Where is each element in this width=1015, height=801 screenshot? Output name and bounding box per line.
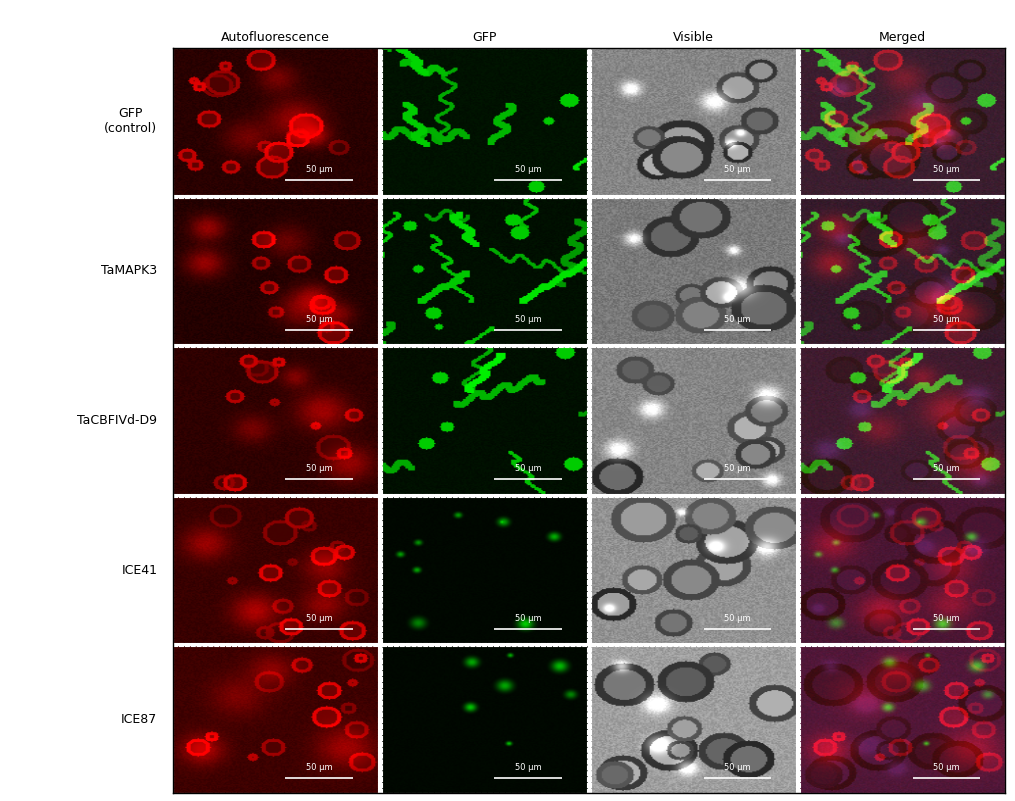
Text: 50 μm: 50 μm <box>306 465 333 473</box>
Text: ICE41: ICE41 <box>122 564 157 577</box>
Text: 50 μm: 50 μm <box>724 614 751 623</box>
Text: 50 μm: 50 μm <box>724 465 751 473</box>
Text: 50 μm: 50 μm <box>724 315 751 324</box>
Text: Visible: Visible <box>673 31 714 44</box>
Text: 50 μm: 50 μm <box>306 614 333 623</box>
Text: 50 μm: 50 μm <box>724 763 751 772</box>
Text: 50 μm: 50 μm <box>933 165 960 174</box>
Text: 50 μm: 50 μm <box>515 763 542 772</box>
Text: ICE87: ICE87 <box>121 713 157 727</box>
Text: 50 μm: 50 μm <box>515 165 542 174</box>
Text: 50 μm: 50 μm <box>724 165 751 174</box>
Text: 50 μm: 50 μm <box>933 315 960 324</box>
Text: 50 μm: 50 μm <box>933 614 960 623</box>
Text: TaCBFIVd-D9: TaCBFIVd-D9 <box>77 414 157 427</box>
Text: 50 μm: 50 μm <box>515 614 542 623</box>
Text: GFP
(control): GFP (control) <box>105 107 157 135</box>
Text: 50 μm: 50 μm <box>515 465 542 473</box>
Text: 50 μm: 50 μm <box>933 763 960 772</box>
Text: 50 μm: 50 μm <box>515 315 542 324</box>
Text: 50 μm: 50 μm <box>306 315 333 324</box>
Text: 50 μm: 50 μm <box>306 763 333 772</box>
Text: 50 μm: 50 μm <box>306 165 333 174</box>
Text: TaMAPK3: TaMAPK3 <box>102 264 157 277</box>
Text: 50 μm: 50 μm <box>933 465 960 473</box>
Text: Merged: Merged <box>879 31 926 44</box>
Text: Autofluorescence: Autofluorescence <box>220 31 330 44</box>
Text: GFP: GFP <box>472 31 496 44</box>
